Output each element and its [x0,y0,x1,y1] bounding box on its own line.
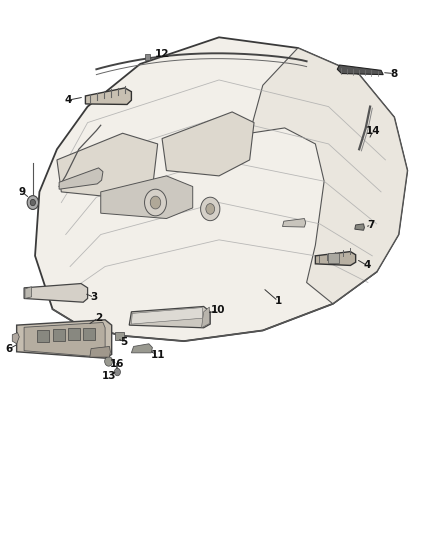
Text: 8: 8 [391,69,398,78]
Polygon shape [129,306,210,328]
Polygon shape [24,322,105,357]
Circle shape [150,196,161,209]
Polygon shape [17,320,112,358]
Polygon shape [24,284,88,302]
Bar [115,332,124,340]
Text: 2: 2 [95,313,102,322]
Polygon shape [355,224,364,230]
Circle shape [27,196,39,209]
Circle shape [30,199,35,206]
Polygon shape [315,252,356,265]
Text: 4: 4 [64,95,71,105]
Circle shape [145,189,166,216]
Polygon shape [85,88,131,104]
Polygon shape [131,344,152,353]
Text: 1: 1 [275,296,282,306]
Bar [83,328,95,340]
Polygon shape [201,307,209,328]
Polygon shape [59,168,103,189]
Polygon shape [90,346,110,357]
Text: 12: 12 [155,50,170,59]
Bar [328,253,339,263]
Bar [145,54,150,60]
Circle shape [206,204,215,214]
Text: 6: 6 [5,344,12,354]
Polygon shape [101,176,193,219]
Text: 9: 9 [18,187,25,197]
Polygon shape [337,65,383,75]
Polygon shape [12,333,19,344]
Polygon shape [131,308,202,324]
Text: 10: 10 [211,305,226,315]
Polygon shape [250,48,407,304]
Bar [68,328,80,340]
Text: 11: 11 [150,350,165,360]
Text: 3: 3 [91,293,98,302]
Text: 4: 4 [364,261,371,270]
Polygon shape [162,112,254,176]
Circle shape [114,368,120,376]
Polygon shape [283,219,306,227]
Polygon shape [25,287,32,298]
Circle shape [201,197,220,221]
Text: 13: 13 [101,371,116,381]
Circle shape [105,357,113,366]
Text: 14: 14 [366,126,381,135]
Bar [53,329,65,341]
Polygon shape [35,37,407,341]
Polygon shape [57,133,158,197]
Text: 7: 7 [368,220,375,230]
Bar [37,330,49,342]
Text: 5: 5 [120,337,127,347]
Text: 16: 16 [110,359,125,368]
